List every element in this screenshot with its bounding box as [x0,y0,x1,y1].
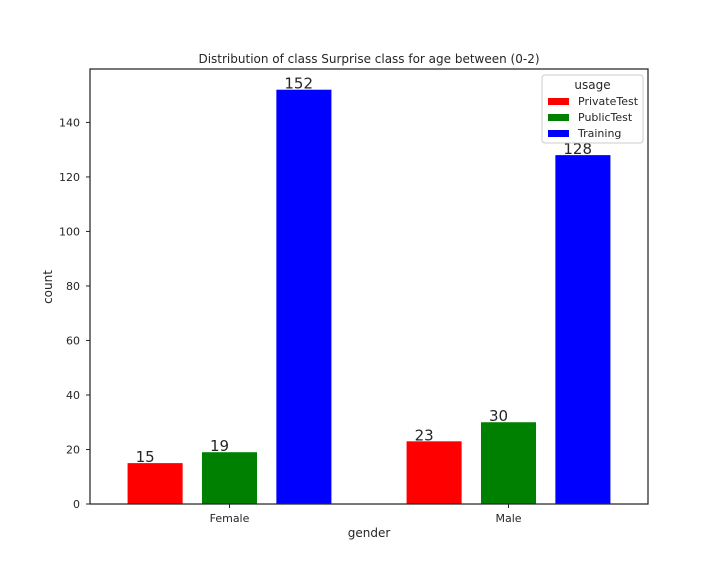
x-axis: Female Male [210,504,522,525]
data-label: 15 [136,448,155,466]
legend-swatch-training [548,130,569,137]
chart-title: Distribution of class Surprise class for… [198,52,539,66]
bar-privatetest-female [127,463,183,504]
data-label: 19 [210,437,229,455]
y-tick-label: 140 [59,116,80,129]
y-tick-label: 40 [66,389,80,402]
data-label: 128 [563,140,592,158]
bar-publictest-male [480,422,537,504]
plot-area: 15 19 152 23 30 128 [127,75,611,505]
legend-swatch-publictest [548,114,569,121]
legend-label-publictest: PublicTest [578,111,633,124]
legend-label-training: Training [577,127,621,140]
x-tick-label: Male [495,512,521,525]
data-label: 30 [489,407,508,425]
y-tick-label: 120 [59,171,80,184]
y-axis-label: count [41,270,55,304]
legend-title: usage [574,78,610,92]
legend-swatch-privatetest [548,98,569,105]
legend: usage PrivateTest PublicTest Training [541,74,644,144]
legend-box [541,74,644,144]
y-axis: 0 20 40 60 80 100 120 140 [59,116,90,511]
y-tick-label: 80 [66,280,80,293]
data-label: 152 [284,75,313,93]
y-tick-label: 0 [73,498,80,511]
y-tick-label: 20 [66,443,80,456]
x-tick-label: Female [210,512,250,525]
plot-frame [89,68,649,505]
x-axis-label: gender [348,526,391,540]
data-label: 23 [415,426,434,444]
bar-training-male [555,155,611,505]
y-tick-label: 60 [66,334,80,347]
bar-privatetest-male [406,441,462,504]
legend-label-privatetest: PrivateTest [578,95,639,108]
bar-publictest-female [201,452,258,504]
y-tick-label: 100 [59,225,80,238]
bar-training-female [276,89,332,504]
